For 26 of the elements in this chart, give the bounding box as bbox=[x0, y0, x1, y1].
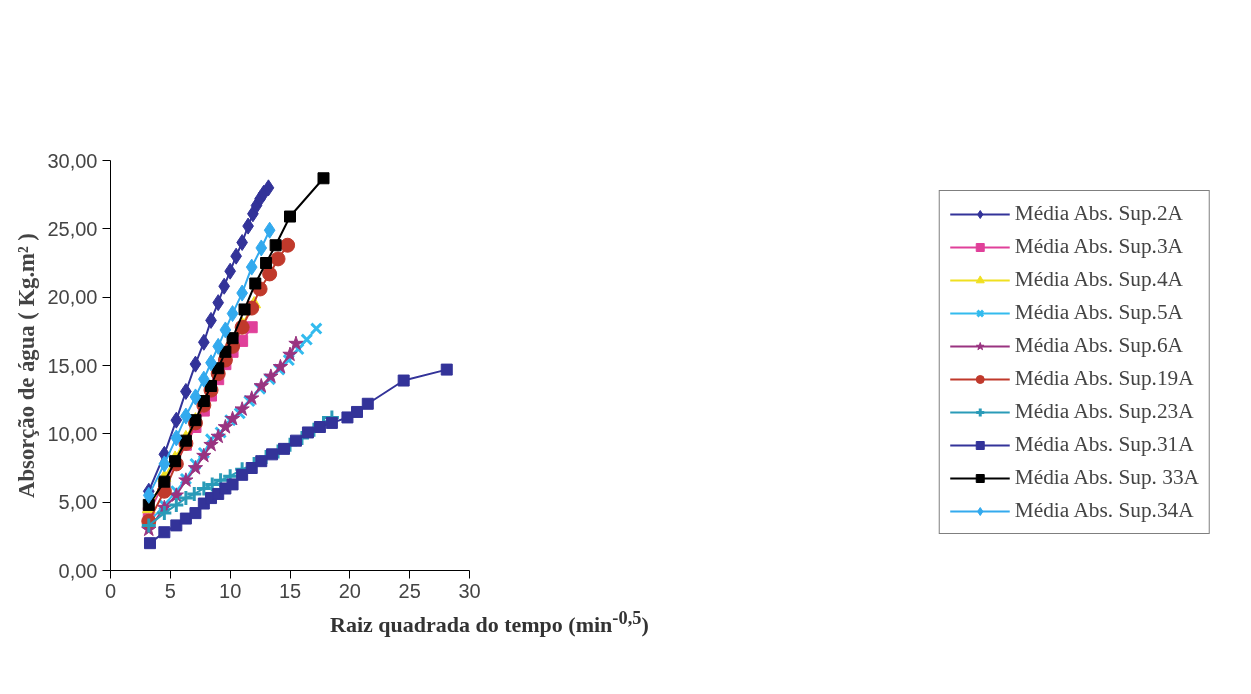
legend-label: Média Abs. Sup.23A bbox=[1014, 399, 1194, 424]
legend-label: Média Abs. Sup.4A bbox=[1014, 267, 1183, 292]
legend-label: Média Abs. Sup.19A bbox=[1014, 366, 1194, 391]
x-axis-title: Raiz quadrada do tempo (min$^{-0,5}$) bbox=[330, 607, 649, 640]
x-tick-label: 0 bbox=[104, 579, 117, 602]
x-tick-label: 5 bbox=[164, 579, 176, 602]
legend-label: Média Abs. Sup.31A bbox=[1014, 432, 1194, 457]
y-tick-label: 15,00 bbox=[47, 354, 98, 377]
x-tick-label: 25 bbox=[398, 579, 421, 602]
y-axis-title: Absorção de água ( Kg.m² ) bbox=[14, 233, 40, 498]
legend-label: Média Abs. Sup. 33A bbox=[1014, 465, 1199, 490]
y-tick-label: 30,00 bbox=[47, 149, 98, 172]
x-tick-label: 10 bbox=[219, 579, 242, 602]
legend-label: Média Abs. Sup.6A bbox=[1014, 333, 1183, 358]
legend-label: Média Abs. Sup.2A bbox=[1014, 201, 1183, 226]
x-tick-label: 20 bbox=[338, 579, 361, 602]
x-tick-label: 15 bbox=[278, 579, 302, 602]
y-tick-label: 25,00 bbox=[47, 217, 98, 240]
legend-label: Média Abs. Sup.34A bbox=[1014, 498, 1194, 523]
y-tick-label: 20,00 bbox=[47, 286, 98, 309]
y-tick-label: 10,00 bbox=[47, 422, 98, 445]
x-tick-label: 30 bbox=[458, 579, 481, 602]
y-tick-label: 0,00 bbox=[58, 559, 98, 582]
y-tick-label: 5,00 bbox=[58, 491, 98, 514]
legend-label: Média Abs. Sup.3A bbox=[1014, 234, 1183, 259]
legend-label: Média Abs. Sup.5A bbox=[1014, 300, 1183, 325]
